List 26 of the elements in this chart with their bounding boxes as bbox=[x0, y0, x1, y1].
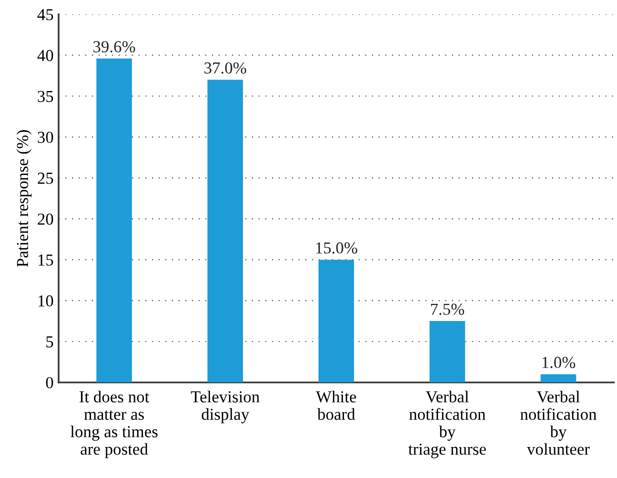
x-tick-label: Verbal notification by triage nurse bbox=[408, 390, 486, 458]
x-tick-label: Verbal notification by volunteer bbox=[520, 390, 597, 455]
y-tick-label: 40 bbox=[37, 50, 54, 62]
bar bbox=[540, 374, 576, 382]
bar bbox=[430, 321, 466, 382]
data-label: 1.0% bbox=[542, 356, 576, 368]
data-label: 7.5% bbox=[431, 304, 464, 315]
x-tick-label: It does not matter as long as times are posted bbox=[70, 390, 158, 458]
x-tick-label: White board bbox=[316, 390, 356, 420]
y-tick-label: 35 bbox=[38, 90, 54, 102]
y-tick-label: 15 bbox=[38, 254, 54, 266]
y-tick-label: 0 bbox=[46, 377, 54, 388]
data-label: 15.0% bbox=[316, 242, 358, 254]
data-label: 39.6% bbox=[93, 41, 136, 52]
bar bbox=[207, 80, 243, 382]
y-tick-label: 20 bbox=[38, 214, 54, 225]
bar bbox=[96, 58, 132, 382]
x-tick-label: Television display bbox=[190, 390, 260, 424]
y-tick-label: 45 bbox=[37, 9, 54, 20]
y-tick-label: 10 bbox=[38, 295, 54, 307]
y-tick-label: 25 bbox=[38, 172, 54, 184]
y-tick-label: 5 bbox=[46, 336, 54, 348]
data-label: 37.0% bbox=[204, 62, 246, 74]
y-tick-label: 30 bbox=[38, 132, 54, 143]
bar bbox=[318, 260, 354, 382]
y-axis-title: Patient response (%) bbox=[16, 130, 32, 267]
